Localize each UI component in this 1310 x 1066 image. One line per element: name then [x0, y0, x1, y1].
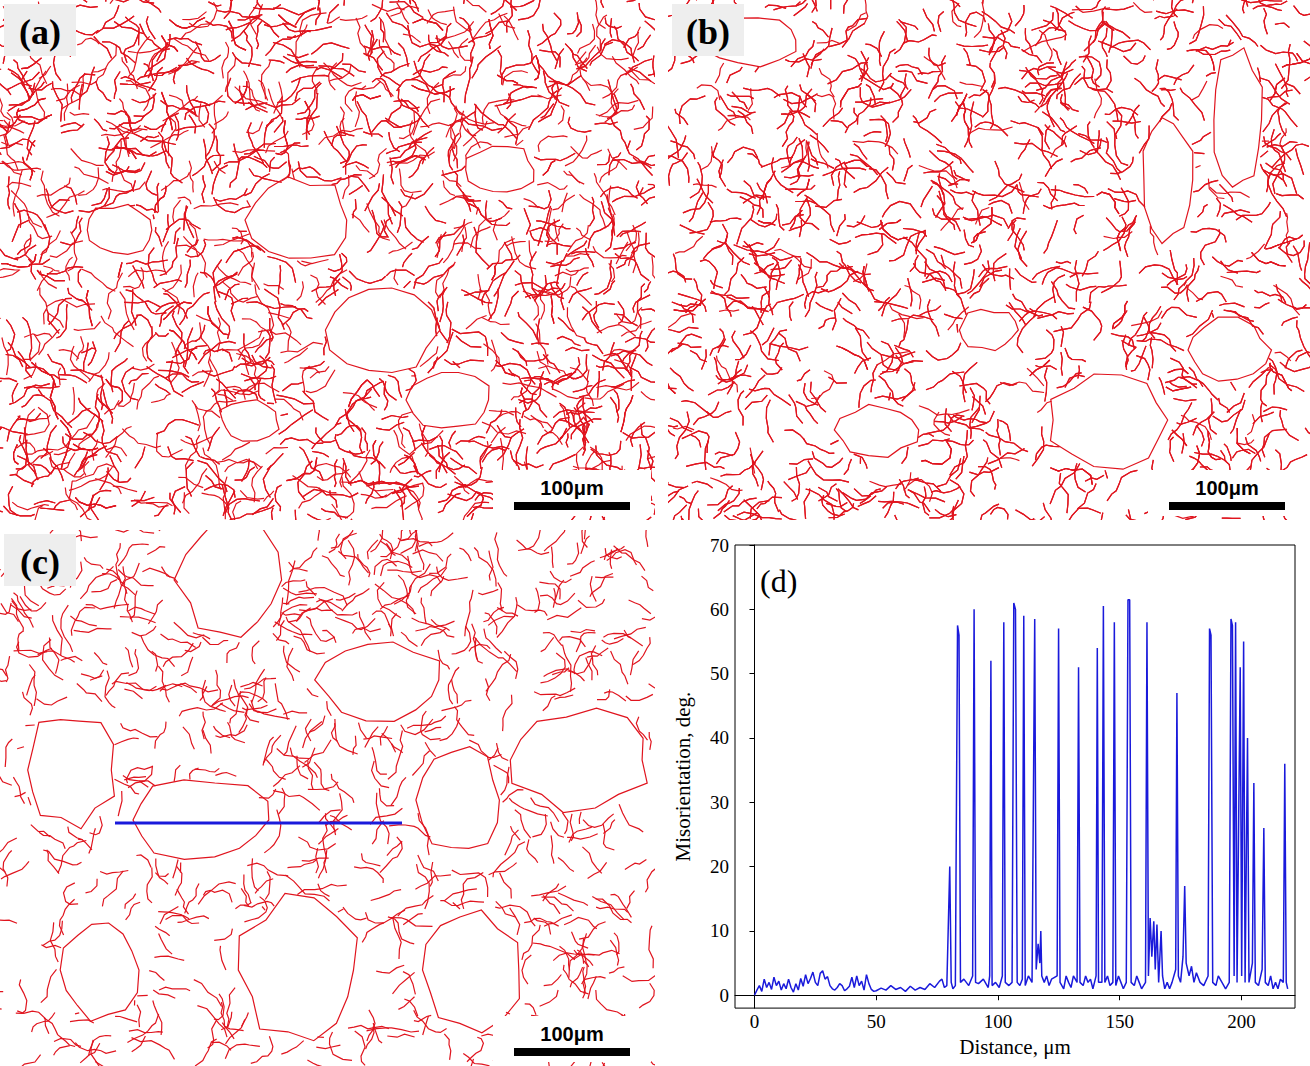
svg-text:100μm: 100μm: [540, 477, 603, 499]
svg-text:Distance, μm: Distance, μm: [959, 1035, 1071, 1059]
svg-text:40: 40: [710, 727, 729, 748]
svg-text:100μm: 100μm: [540, 1023, 603, 1045]
svg-text:100: 100: [984, 1011, 1013, 1032]
svg-text:20: 20: [710, 856, 729, 877]
svg-text:50: 50: [710, 663, 729, 684]
svg-text:10: 10: [710, 920, 729, 941]
svg-text:50: 50: [867, 1011, 886, 1032]
svg-text:200: 200: [1227, 1011, 1256, 1032]
svg-text:60: 60: [710, 599, 729, 620]
svg-text:Misorientation, deg.: Misorientation, deg.: [671, 692, 695, 862]
svg-text:(d): (d): [760, 563, 797, 599]
svg-text:30: 30: [710, 792, 729, 813]
svg-text:(b): (b): [686, 12, 730, 52]
svg-text:70: 70: [710, 535, 729, 556]
svg-text:0: 0: [750, 1011, 760, 1032]
svg-text:(a): (a): [19, 12, 61, 52]
svg-text:(c): (c): [20, 542, 60, 582]
svg-text:100μm: 100μm: [1195, 477, 1258, 499]
svg-text:0: 0: [720, 985, 730, 1006]
svg-text:150: 150: [1105, 1011, 1134, 1032]
